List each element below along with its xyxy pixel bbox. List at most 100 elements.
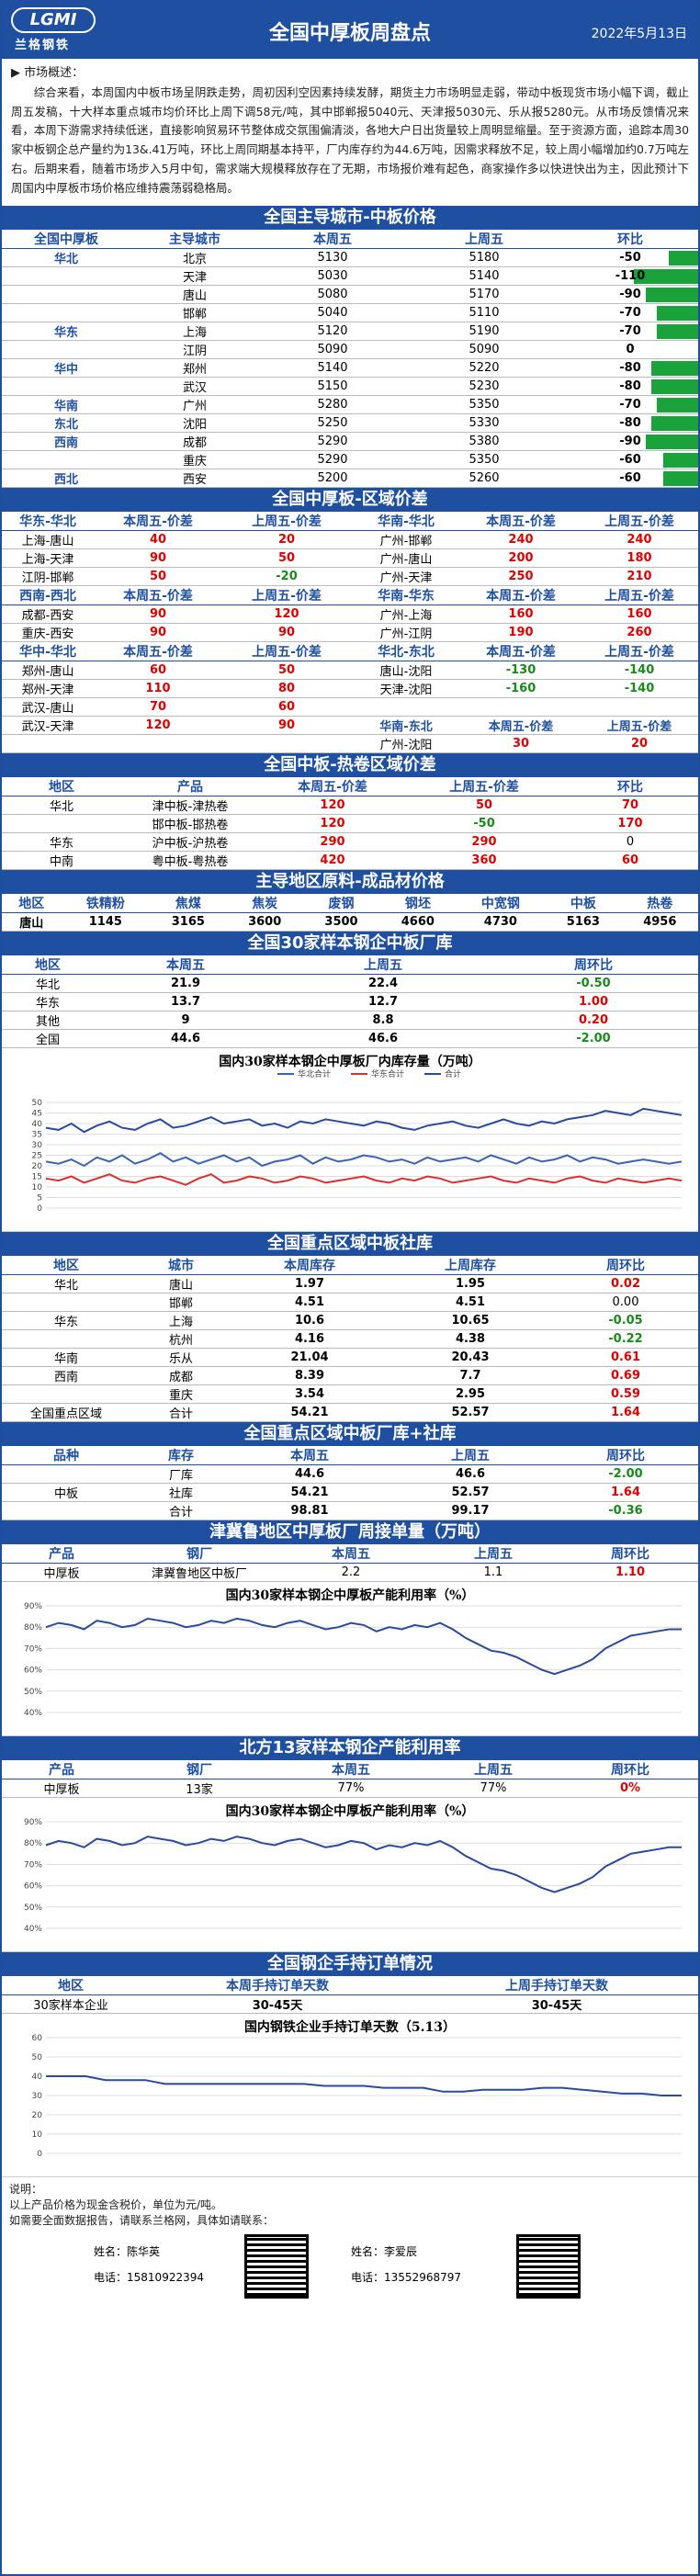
change-value: -0.22 (553, 1329, 698, 1349)
y-tick-label: 20 (32, 2111, 43, 2120)
table-row: 合计 98.81 99.17 -0.36 (2, 1501, 698, 1520)
y-tick-label: 50% (24, 1903, 42, 1912)
change-bar (662, 470, 698, 486)
region-label (2, 303, 130, 322)
table-row: 唐山 1145 3165 3600 3500 4660 4730 5163 4956 (2, 912, 698, 932)
cell: 厂库 (130, 1464, 231, 1484)
last-week-price: 5190 (406, 322, 562, 341)
col-header: 上周五-价差 (581, 585, 698, 605)
spread-value (94, 734, 222, 753)
order-days-chart-svg: 60 50 40 30 20 10 0 (32, 2034, 682, 2159)
change-value: 0.61 (553, 1348, 698, 1367)
table-row: 全国 44.6 46.6 -2.00 (2, 1029, 698, 1048)
change-value: 1.00 (489, 992, 698, 1011)
spread-value: -20 (222, 567, 351, 586)
cell: 4.51 (231, 1293, 388, 1312)
social-inventory-table: 地区 城市 本周库存 上周库存 周环比 华北 唐山 1.97 1.95 0.02 邯郸 4.… (2, 1255, 698, 1422)
table-row: 武汉-唐山 70 60 (2, 697, 698, 717)
this-week-price: 5130 (259, 248, 406, 267)
spread-value (461, 697, 581, 717)
spread-value: 60 (94, 661, 222, 680)
pair-label: 江阴-邯郸 (2, 567, 94, 586)
phone-label: 电话： (94, 2270, 128, 2284)
overview-heading: ▶ 市场概述： (11, 66, 85, 80)
value: 290 (406, 832, 562, 852)
table-row: 华南 乐从 21.04 20.43 0.61 (2, 1348, 698, 1367)
table-header: 西南-西北 本周五-价差 上周五-价差 华南-华东 本周五-价差 上周五-价差 (2, 585, 698, 605)
cell: 重庆 (130, 1384, 231, 1404)
spread-value: -140 (581, 679, 698, 698)
cell: 4730 (456, 912, 546, 932)
spread-value: 70 (94, 697, 222, 717)
change-value: -0.36 (553, 1501, 698, 1520)
city-label: 沈阳 (130, 413, 259, 433)
cell: 邯郸 (130, 1293, 231, 1312)
col-header: 上周五 (424, 1759, 562, 1779)
change-value: 0.02 (553, 1274, 698, 1294)
region-label (2, 266, 130, 286)
cell: 7.7 (388, 1366, 553, 1385)
change-value: 0.20 (489, 1011, 698, 1030)
cell: 9 (94, 1011, 277, 1030)
table-header: 全国中厚板 主导城市 本周五 上周五 环比 (2, 229, 698, 249)
table-row: 华北 唐山 1.97 1.95 0.02 (2, 1274, 698, 1294)
y-tick-label: 60% (24, 1666, 42, 1675)
col-header: 华南-华北 (351, 511, 461, 531)
cell: 成都 (130, 1366, 231, 1385)
col-header: 本周五-价差 (94, 641, 222, 661)
raw-material-table: 地区 铁精粉 焦煤 焦炭 废钢 钢坯 中宽钢 中板 热卷 唐山 1145 3165 3600 3500 4… (2, 893, 698, 932)
table-row: 西南 成都 8.39 7.7 0.69 (2, 1366, 698, 1385)
col-header: 西南-西北 (2, 585, 94, 605)
col-header: 中板 (545, 893, 622, 913)
table-row: 华南 广州 5280 5350 -70 (2, 395, 698, 414)
cell: 唐山 (2, 912, 62, 932)
change-bar (657, 305, 698, 321)
col-header: 地区 (2, 1975, 140, 1995)
this-week-price: 5140 (259, 358, 406, 378)
cell (2, 1464, 130, 1484)
y-tick-label: 0 (37, 1204, 42, 1214)
last-week-price: 5140 (406, 266, 562, 286)
spread-value: -140 (581, 661, 698, 680)
orders-table: 产品 钢厂 本周五 上周五 周环比 中厚板 津冀鲁地区中板厂 2.2 1.1 1… (2, 1543, 698, 1582)
col-header: 上周五-价差 (406, 776, 562, 797)
cell: 5163 (545, 912, 622, 932)
col-header: 废钢 (302, 893, 380, 913)
table-row: 重庆 5290 5350 -60 (2, 450, 698, 469)
cell: 2.95 (388, 1384, 553, 1404)
change-cell: -60 (562, 469, 698, 488)
contact-intro: 如需要全面数据报告，请联系兰格网，具体如请联系： (9, 2213, 275, 2227)
col-header: 本周五 (231, 1445, 388, 1465)
contact-phone: 13552968797 (384, 2270, 461, 2284)
change-bar (651, 415, 698, 431)
change-cell: -80 (562, 377, 698, 396)
spread-value: 190 (461, 623, 581, 642)
table-row: 邯郸 4.51 4.51 0.00 (2, 1293, 698, 1312)
y-tick-label: 25 (32, 1151, 42, 1160)
value: 60 (562, 851, 698, 870)
last-week-price: 5380 (406, 432, 562, 451)
col-header: 焦炭 (226, 893, 303, 913)
cell: 1.1 (424, 1563, 562, 1582)
this-week-price: 5040 (259, 303, 406, 322)
this-week-price: 5290 (259, 450, 406, 469)
label: 粤中板-粤热卷 (121, 851, 259, 870)
change-cell: -70 (562, 303, 698, 322)
cell: 上海 (130, 1311, 231, 1330)
cell (2, 1329, 130, 1349)
spread-value: 240 (461, 530, 581, 549)
city-label: 郑州 (130, 358, 259, 378)
cell: 其他 (2, 1011, 94, 1030)
table-row: 其他 9 8.8 0.20 (2, 1011, 698, 1030)
col-header: 本周五 (277, 1759, 424, 1779)
col-header: 周环比 (553, 1255, 698, 1275)
change-cell: -70 (562, 322, 698, 341)
region-label (2, 340, 130, 359)
spread-value: 本周五-价差 (461, 716, 581, 735)
table-row: 华北 北京 5130 5180 -50 (2, 248, 698, 267)
y-tick-label: 50 (32, 1099, 43, 1108)
table-row: 华东 沪中板-沪热卷 290 290 0 (2, 832, 698, 852)
city-label: 成都 (130, 432, 259, 451)
change-cell: -60 (562, 450, 698, 469)
